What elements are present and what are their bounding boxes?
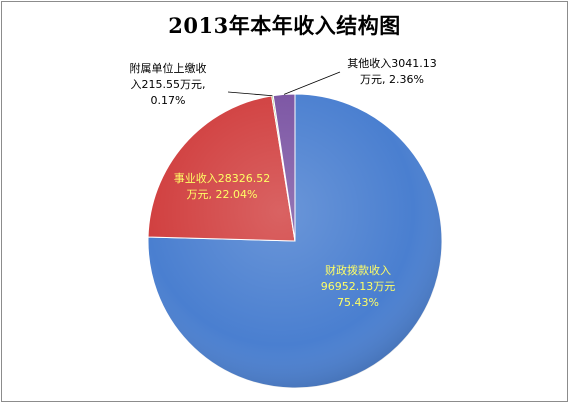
- label-line: 事业收入28326.52: [174, 171, 271, 185]
- label-line: 其他收入3041.13: [347, 56, 437, 70]
- label-fiscal-appropriation: 财政拨款收入 96952.13万元 75.43%: [321, 263, 396, 309]
- label-line: 96952.13万元: [321, 280, 396, 293]
- label-affiliate-income: 附属单位上缴收入215.55万元, 0.17%: [130, 61, 207, 107]
- label-line: 财政拨款收入: [325, 263, 391, 277]
- label-line: 75.43%: [337, 296, 379, 309]
- label-line: 万元, 22.04%: [187, 188, 258, 201]
- leader-line: [283, 71, 341, 95]
- slice-business-income: [147, 95, 296, 242]
- label-line: 附属单位上缴收: [130, 61, 207, 75]
- label-line: 万元, 2.36%: [360, 73, 424, 86]
- leader-line: [227, 91, 273, 97]
- label-line: 0.17%: [151, 94, 186, 107]
- label-line: 入215.55万元,: [131, 78, 206, 91]
- label-other-income: 其他收入3041.13 万元, 2.36%: [347, 56, 437, 86]
- label-business-income: 事业收入28326.52 万元, 22.04%: [174, 171, 271, 201]
- chart-title: 2013年本年收入结构图: [168, 13, 401, 38]
